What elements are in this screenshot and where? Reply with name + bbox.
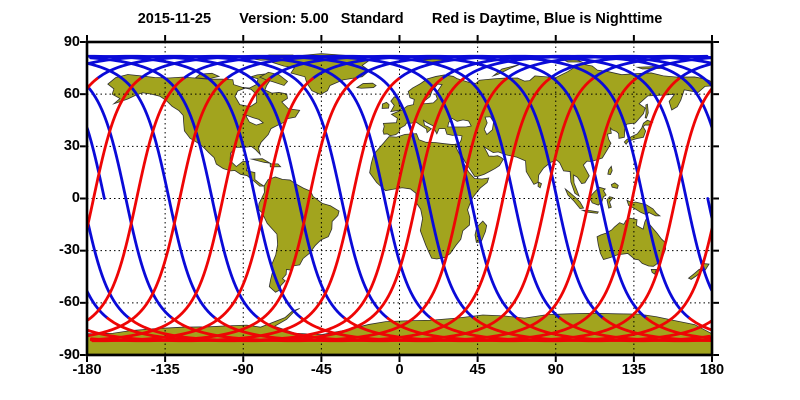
x-tick-label: -90 (232, 362, 254, 378)
page-title: 2015-11-25 Version: 5.00 Standard Red is… (137, 11, 663, 27)
y-tick-label: 30 (63, 137, 80, 154)
y-tick-label: 90 (63, 33, 80, 50)
x-tick-label: 45 (469, 362, 486, 378)
y-tick-label: 60 (63, 85, 80, 102)
x-tick-label: 0 (395, 362, 404, 378)
y-tick-label: -30 (59, 242, 80, 259)
x-tick-label: 180 (699, 362, 725, 378)
y-tick-label: -90 (59, 346, 80, 363)
x-tick-label: 90 (547, 362, 564, 378)
x-tick-label: -45 (310, 362, 332, 378)
y-tick-label: 0 (71, 190, 80, 206)
y-tick-label: -60 (59, 294, 80, 311)
x-tick-label: -180 (72, 362, 102, 378)
x-tick-label: 135 (621, 362, 646, 378)
x-tick-label: -135 (150, 362, 180, 378)
